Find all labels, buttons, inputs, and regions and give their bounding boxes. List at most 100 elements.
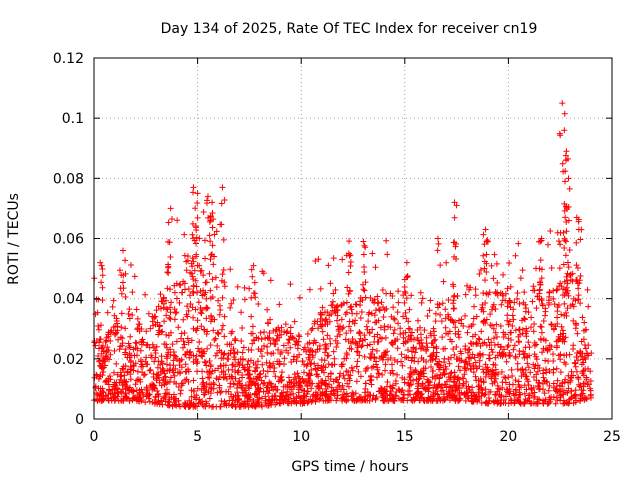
data-point bbox=[488, 346, 495, 353]
data-point bbox=[404, 346, 411, 353]
data-point bbox=[234, 349, 241, 356]
data-point bbox=[334, 333, 341, 340]
data-point bbox=[537, 281, 544, 288]
data-point bbox=[156, 322, 163, 329]
data-point bbox=[211, 231, 218, 238]
data-point bbox=[467, 284, 474, 291]
data-point bbox=[228, 330, 235, 337]
data-point bbox=[557, 280, 564, 287]
data-point bbox=[210, 261, 217, 268]
data-point bbox=[563, 273, 570, 280]
data-point bbox=[483, 260, 490, 267]
data-point bbox=[508, 366, 515, 373]
data-point bbox=[469, 351, 476, 358]
data-point bbox=[114, 393, 121, 400]
data-point bbox=[498, 343, 505, 350]
data-point bbox=[96, 393, 103, 400]
data-point bbox=[422, 384, 429, 391]
data-point bbox=[308, 347, 315, 354]
data-point bbox=[167, 205, 174, 212]
data-point bbox=[564, 305, 571, 312]
data-point bbox=[146, 398, 153, 405]
data-point bbox=[382, 395, 389, 402]
data-point bbox=[419, 380, 426, 387]
data-point bbox=[334, 312, 341, 319]
data-point bbox=[210, 327, 217, 334]
data-point bbox=[477, 375, 484, 382]
data-point bbox=[368, 364, 375, 371]
data-point bbox=[362, 294, 369, 301]
data-point bbox=[512, 353, 519, 360]
data-point bbox=[99, 297, 106, 304]
data-point bbox=[249, 379, 256, 386]
data-point bbox=[566, 185, 573, 192]
data-point bbox=[354, 342, 361, 349]
data-point bbox=[327, 340, 334, 347]
data-point bbox=[122, 395, 129, 402]
data-point bbox=[517, 275, 524, 282]
data-point bbox=[234, 283, 241, 290]
data-point bbox=[384, 378, 391, 385]
data-point bbox=[490, 361, 497, 368]
data-point bbox=[197, 305, 204, 312]
data-point bbox=[157, 291, 164, 298]
data-point bbox=[542, 357, 549, 364]
data-point bbox=[159, 377, 166, 384]
data-point bbox=[562, 376, 569, 383]
data-point bbox=[192, 306, 199, 313]
data-point bbox=[357, 315, 364, 322]
data-point bbox=[462, 365, 469, 372]
data-point bbox=[238, 309, 245, 316]
data-point bbox=[363, 380, 370, 387]
data-point bbox=[133, 306, 140, 313]
data-point bbox=[550, 295, 557, 302]
data-point bbox=[135, 321, 142, 328]
data-point bbox=[557, 241, 564, 248]
data-point bbox=[212, 335, 219, 342]
data-point bbox=[164, 355, 171, 362]
data-point bbox=[199, 375, 206, 382]
data-point bbox=[349, 310, 356, 317]
data-point bbox=[324, 319, 331, 326]
data-point bbox=[443, 259, 450, 266]
data-point bbox=[126, 342, 133, 349]
data-point bbox=[474, 340, 481, 347]
data-point bbox=[356, 352, 363, 359]
data-point bbox=[379, 287, 386, 294]
data-point bbox=[168, 215, 175, 222]
data-point bbox=[321, 380, 328, 387]
data-point bbox=[113, 315, 120, 322]
data-point bbox=[481, 265, 488, 272]
data-point bbox=[512, 327, 519, 334]
data-point bbox=[346, 323, 353, 330]
data-point bbox=[287, 281, 294, 288]
data-point bbox=[305, 372, 312, 379]
data-point bbox=[377, 324, 384, 331]
x-tick-labels: 0 5 10 15 20 25 bbox=[90, 429, 621, 445]
data-point bbox=[544, 379, 551, 386]
data-point bbox=[273, 399, 280, 406]
data-point bbox=[490, 335, 497, 342]
data-point bbox=[374, 331, 381, 338]
data-point bbox=[481, 317, 488, 324]
data-point bbox=[502, 351, 509, 358]
data-point bbox=[118, 310, 125, 317]
data-point bbox=[391, 326, 398, 333]
data-point bbox=[118, 290, 125, 297]
data-point bbox=[456, 367, 463, 374]
data-point bbox=[130, 363, 137, 370]
data-point bbox=[343, 355, 350, 362]
data-point bbox=[562, 361, 569, 368]
data-point bbox=[442, 306, 449, 313]
data-point bbox=[214, 389, 221, 396]
data-point bbox=[288, 358, 295, 365]
data-point bbox=[360, 286, 367, 293]
data-point bbox=[403, 259, 410, 266]
data-point bbox=[342, 311, 349, 318]
x-tick-label: 10 bbox=[292, 429, 310, 445]
data-point bbox=[373, 347, 380, 354]
data-point bbox=[195, 400, 202, 407]
data-point bbox=[138, 386, 145, 393]
data-point bbox=[306, 356, 313, 363]
data-point bbox=[225, 356, 232, 363]
